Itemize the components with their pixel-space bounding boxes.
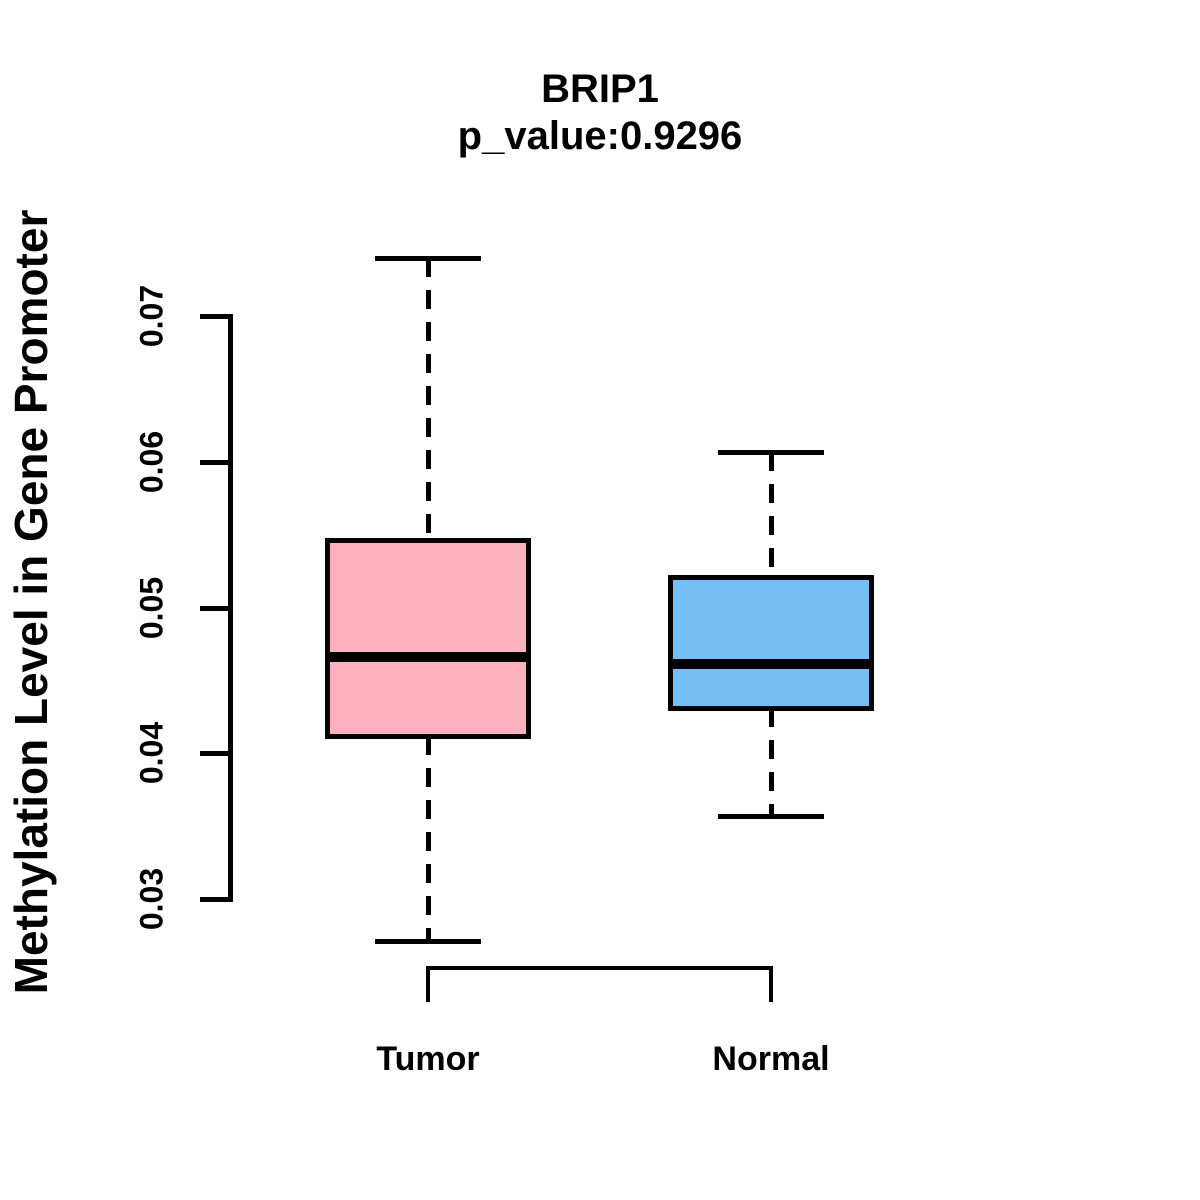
y-axis-tick-label: 0.06 <box>133 430 170 493</box>
x-axis-bracket-line <box>426 966 773 970</box>
chart-title-gene: BRIP1 <box>541 67 659 111</box>
chart-title: BRIP1 p_value:0.9296 <box>0 66 1200 160</box>
box-normal <box>668 574 874 712</box>
y-axis-tick <box>200 897 233 902</box>
x-axis-label-normal: Normal <box>712 1040 830 1078</box>
whisker-upper-tumor <box>426 257 431 541</box>
x-axis-bracket-tick-left <box>426 966 430 1002</box>
y-axis-tick-label: 0.07 <box>133 284 170 348</box>
whisker-lower-normal <box>769 708 774 816</box>
whisker-lower-tumor <box>426 735 431 942</box>
y-axis-tick-label: 0.05 <box>133 576 170 639</box>
whisker-cap-lower-tumor <box>375 939 481 945</box>
y-axis-title: Methylation Level in Gene Promoter <box>5 209 57 995</box>
whisker-cap-upper-tumor <box>375 255 481 261</box>
y-axis-tick <box>200 459 233 465</box>
whisker-upper-normal <box>769 451 774 577</box>
x-axis-bracket-tick-right <box>769 966 773 1002</box>
y-axis-tick <box>200 751 233 757</box>
whisker-cap-upper-normal <box>718 449 824 455</box>
y-axis-tick <box>200 605 233 611</box>
median-normal <box>668 659 874 670</box>
y-axis-tick-label: 0.03 <box>133 867 170 931</box>
y-axis-tick <box>200 314 233 319</box>
median-tumor <box>325 652 531 663</box>
box-tumor <box>325 538 531 739</box>
whisker-cap-lower-normal <box>718 813 824 819</box>
chart-title-pvalue: p_value:0.9296 <box>457 114 743 158</box>
y-axis-tick-label: 0.04 <box>133 722 170 785</box>
x-axis-label-tumor: Tumor <box>376 1040 480 1078</box>
